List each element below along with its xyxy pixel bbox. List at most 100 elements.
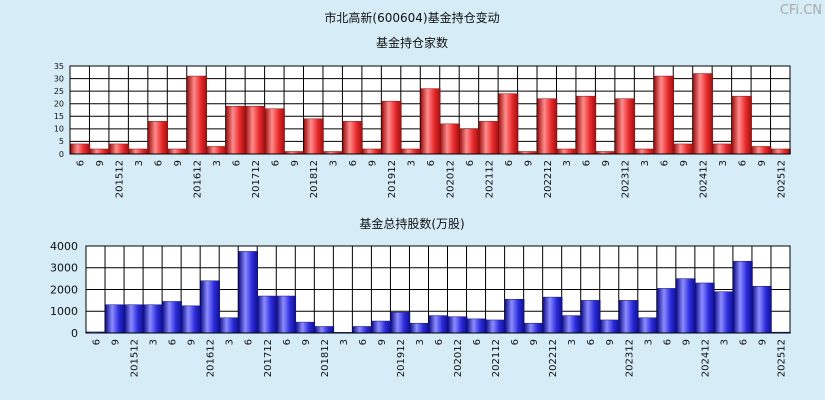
x-tick-label: 9 (95, 160, 106, 166)
bar (580, 300, 601, 334)
bar (619, 300, 639, 334)
x-tick-label: 6 (76, 160, 87, 166)
y-tick-label: 3000 (50, 262, 78, 275)
x-tick-label: 3 (719, 339, 730, 345)
x-tick-label: 9 (601, 160, 612, 166)
watermark-logo: CFi.CN (780, 3, 822, 18)
x-tick-label: 201712 (251, 160, 262, 198)
x-tick-label: 202212 (548, 339, 559, 377)
x-tick-label: 6 (510, 339, 521, 345)
bar (264, 108, 285, 155)
y-tick-label: 0 (71, 327, 78, 340)
chart-fund-total-shares: 基金总持股数(万股) 0 1000 2000 3000 4000 6 9 201512 3 6 9 2… (50, 216, 791, 377)
bar (124, 304, 144, 334)
x-tick-label: 6 (737, 160, 748, 166)
x-tick-label: 6 (282, 339, 293, 345)
x-tick-label: 202312 (624, 339, 635, 377)
bar (485, 319, 506, 334)
x-tick-label: 201512 (115, 160, 126, 198)
y-tick-label: 5 (59, 137, 64, 146)
bar (409, 322, 430, 334)
x-tick-label: 6 (154, 160, 165, 166)
bar (381, 100, 402, 155)
bar (225, 105, 246, 155)
x-tick-label: 9 (368, 160, 379, 166)
x-tick-label: 9 (173, 160, 184, 166)
y-tick-label: 35 (54, 62, 64, 71)
bar (676, 278, 696, 334)
x-tick-label: 6 (472, 339, 483, 345)
x-tick-label: 201512 (130, 339, 141, 377)
bar (447, 316, 468, 334)
bar (295, 321, 316, 334)
x-tick-label: 6 (582, 160, 593, 166)
bar (752, 285, 772, 334)
x-tick-label: 3 (134, 160, 145, 166)
plot-border (85, 245, 791, 334)
bar (245, 105, 266, 155)
bar (128, 148, 149, 155)
x-tick-label: 9 (377, 339, 388, 345)
y-tick-label: 20 (54, 100, 64, 109)
x-tick-label: 201612 (192, 160, 203, 198)
plot-border (69, 65, 791, 155)
x-tick-label: 9 (111, 339, 122, 345)
x-tick-label: 201912 (387, 160, 398, 198)
x-tick-label: 3 (562, 160, 573, 166)
bar (362, 148, 383, 155)
x-tick-label: 201812 (309, 160, 320, 198)
x-tick-label: 6 (465, 160, 476, 166)
bar (219, 317, 239, 334)
bar (733, 260, 753, 334)
bar (504, 299, 525, 334)
bar (731, 95, 752, 155)
x-tick-label: 9 (529, 339, 540, 345)
x-tick-label: 202412 (700, 339, 711, 377)
bar (615, 98, 636, 155)
x-tick-label: 6 (738, 339, 749, 345)
x-tick-label: 6 (348, 160, 359, 166)
x-tick-label: 6 (358, 339, 369, 345)
bar (420, 88, 441, 155)
bar (714, 291, 734, 334)
x-tick-label: 6 (92, 339, 103, 345)
x-tick-label: 9 (301, 339, 312, 345)
x-tick-label: 202112 (491, 339, 502, 377)
bar (459, 128, 480, 155)
x-tick-label: 9 (187, 339, 198, 345)
x-tick-label: 6 (434, 339, 445, 345)
x-tick-label: 3 (718, 160, 729, 166)
bar (105, 304, 125, 334)
y-tick-label: 2000 (50, 283, 78, 296)
x-tick-label: 6 (168, 339, 179, 345)
x-tick-label: 6 (244, 339, 255, 345)
bar (770, 148, 791, 155)
bar (712, 143, 733, 155)
x-tick-label: 3 (225, 339, 236, 345)
y-tick-label: 0 (59, 150, 64, 159)
x-tick-label: 202012 (445, 160, 456, 198)
bar (634, 148, 655, 155)
x-tick-label: 202012 (453, 339, 464, 377)
bar (314, 326, 335, 334)
chart2-title: 基金总持股数(万股) (359, 216, 464, 231)
bar (303, 118, 324, 155)
bar (162, 301, 182, 334)
y-tick-label: 10 (54, 125, 64, 134)
bar (599, 319, 620, 334)
x-tick-label: 9 (605, 339, 616, 345)
x-tick-label: 3 (212, 160, 223, 166)
bar (70, 143, 91, 155)
bar (167, 148, 188, 155)
bar (428, 315, 449, 334)
x-tick-label: 202512 (776, 160, 787, 198)
x-tick-label: 6 (660, 160, 671, 166)
x-tick-label: 202212 (543, 160, 554, 198)
bar (89, 148, 110, 155)
bar (523, 322, 544, 334)
bar (276, 295, 297, 334)
x-tick-label: 3 (339, 339, 350, 345)
x-tick-label: 202112 (484, 160, 495, 198)
bar (673, 143, 694, 155)
